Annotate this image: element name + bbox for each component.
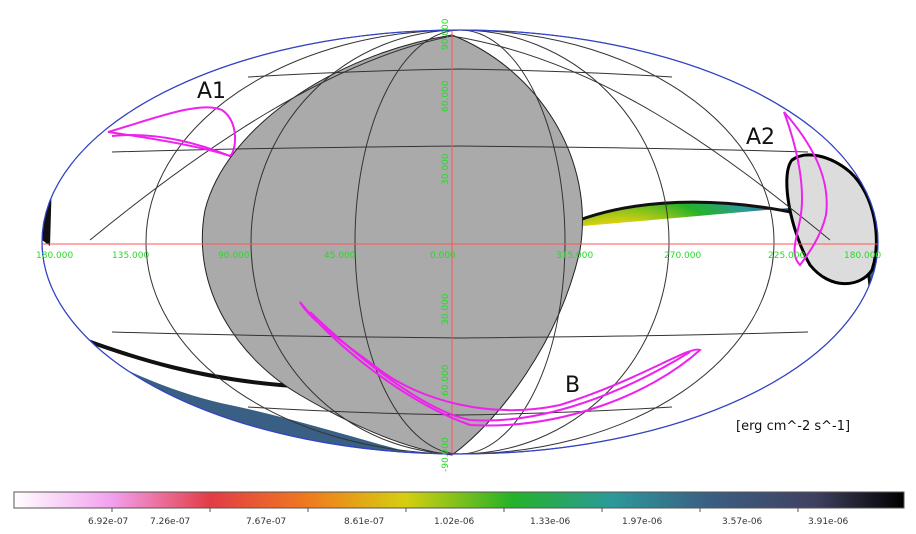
colorbar-label-3: 7.67e-07 — [246, 517, 286, 527]
colorbar-ticks — [111, 508, 799, 512]
contour-a1-inner — [111, 133, 231, 157]
occulted-region — [201, 34, 583, 456]
colorbar-label-8: 3.57e-06 — [722, 517, 763, 527]
contour-b — [299, 301, 702, 427]
unit-label: [erg cm^-2 s^-1] — [736, 419, 850, 434]
contours — [107, 106, 828, 427]
lon-tick-8: 225.000 — [768, 251, 805, 261]
contour-b-inner — [309, 311, 691, 422]
lon-tick-6: 315.000 — [556, 251, 593, 261]
lat-tick-4: 30.000 — [441, 293, 451, 325]
colorbar-label-1: 6.92e-07 — [88, 517, 128, 527]
lon-tick-5: 0.000 — [430, 251, 456, 261]
colorbar-label-2: 7.26e-07 — [150, 517, 190, 527]
lon-tick-1: 180.000 — [36, 251, 73, 261]
colorbar-label-6: 1.33e-06 — [530, 517, 571, 527]
colorbar-label-9: 3.91e-06 — [808, 517, 849, 527]
region-label-b: B — [565, 373, 580, 398]
lon-tick-2: 135.000 — [112, 251, 149, 261]
region-label-a1: A1 — [197, 79, 226, 104]
sky-outline — [41, 29, 879, 455]
lat-tick-6: -90.000 — [441, 437, 451, 472]
lat-tick-2: 60.000 — [441, 80, 451, 112]
lat-tick-5: 60.000 — [441, 364, 451, 396]
lat-tick-1: 90.000 — [441, 18, 451, 50]
lon-tick-9: 180.000 — [844, 251, 881, 261]
contour-a1 — [107, 106, 236, 158]
colorbar-label-7: 1.97e-06 — [622, 517, 663, 527]
lon-tick-3: 90.000 — [218, 251, 250, 261]
region-label-a2: A2 — [746, 125, 775, 150]
lon-tick-7: 270.000 — [664, 251, 701, 261]
lon-tick-4: 45.000 — [324, 251, 356, 261]
colorbar-label-5: 1.02e-06 — [434, 517, 475, 527]
contour-a2 — [783, 111, 828, 267]
colorbar — [13, 491, 905, 509]
colorbar-label-4: 8.61e-07 — [344, 517, 384, 527]
lat-tick-3: 30.000 — [441, 153, 451, 185]
